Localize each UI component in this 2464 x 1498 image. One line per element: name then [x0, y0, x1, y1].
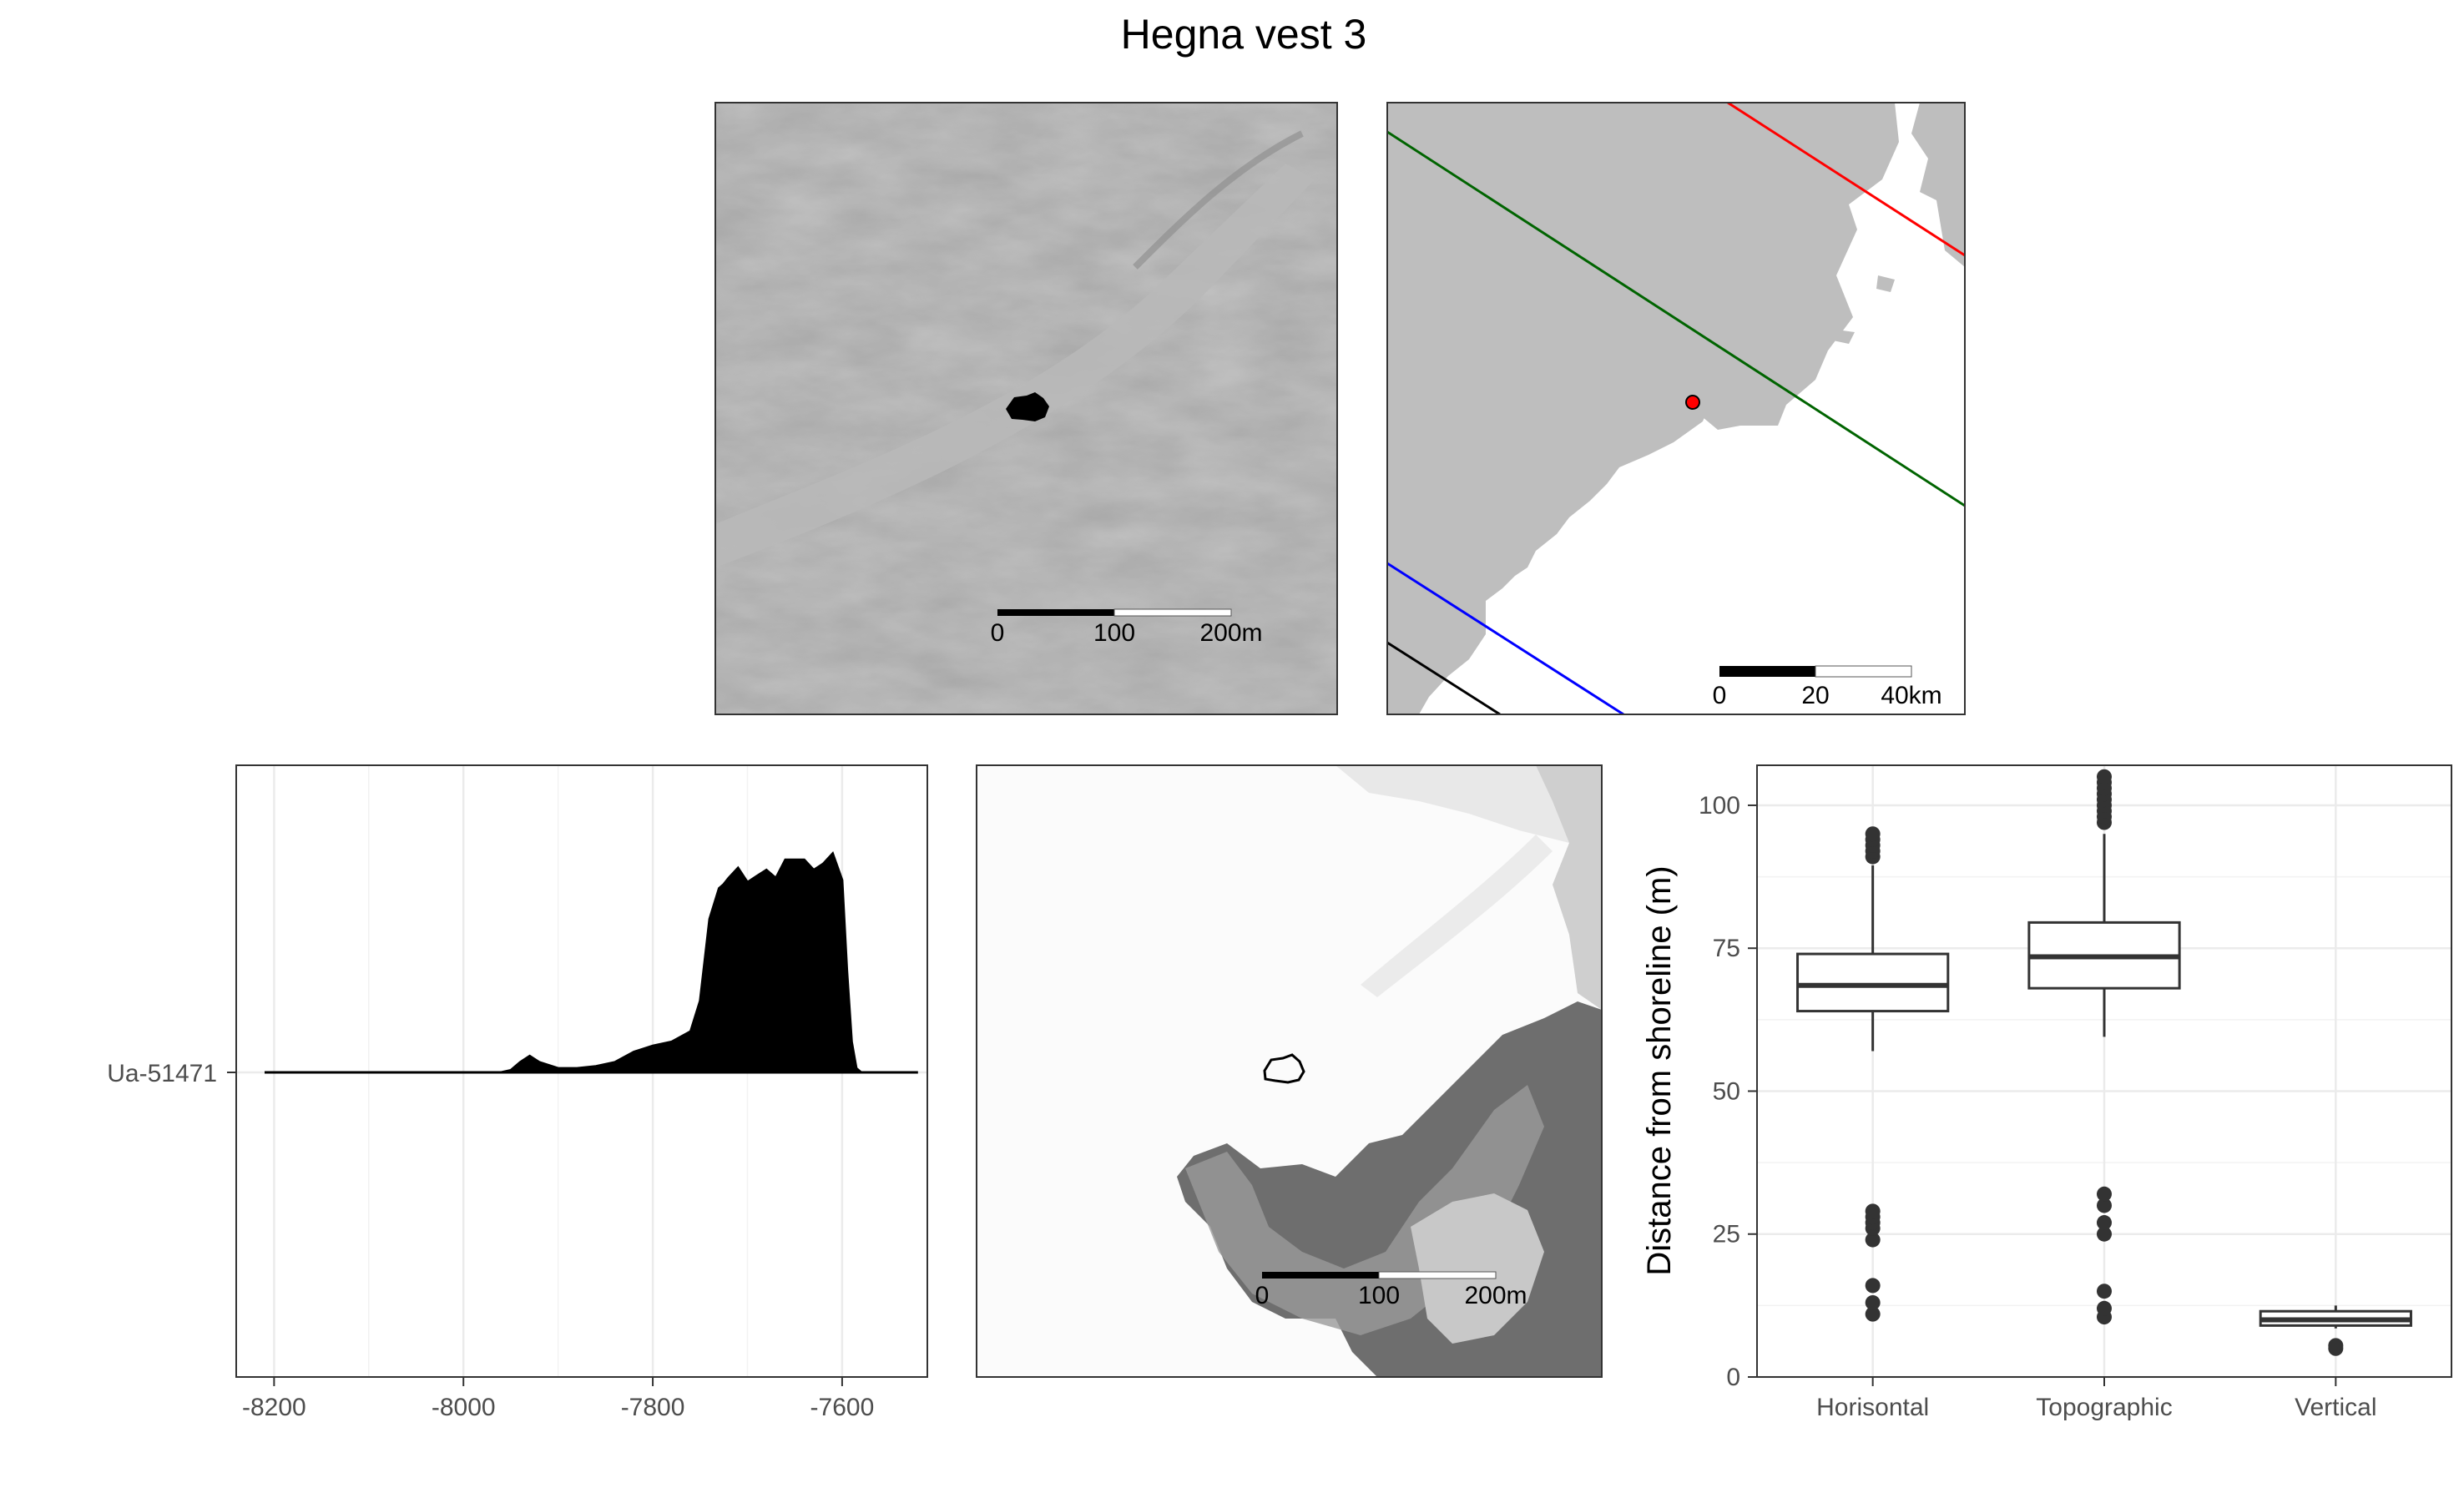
elevation-frame: [976, 764, 1603, 1378]
hillshade-flat-band: [715, 164, 1315, 567]
elevation-scalebar: 0 100 200m: [1255, 1271, 1527, 1309]
density-x-tick-label: -8000: [432, 1394, 496, 1421]
isobase-line-blue: [1387, 562, 1624, 714]
land-mass: [1387, 103, 1899, 714]
site-polygon: [1006, 392, 1049, 421]
boxplot-panel: 0 25 50 75 100 Horisontal Topographic Vertical…: [1641, 764, 2452, 1421]
box-outlier-point: [2097, 1284, 2112, 1299]
box-outlier-point: [1865, 1203, 1881, 1219]
box-outlier-point: [2097, 769, 2112, 784]
scalebar-label: 200m: [1199, 619, 1262, 647]
boxplot-x-tick-label: Topographic: [2036, 1394, 2172, 1421]
hillshade-map-panel: 0 100 200m: [714, 102, 1338, 715]
density-x-axis: -8200 -8000 -7800 -7600: [242, 1377, 874, 1421]
density-y-tick-label: Ua-51471: [107, 1060, 217, 1087]
box-outlier-point: [2097, 1186, 2112, 1202]
scalebar-label: 0: [991, 619, 1005, 647]
isobase-line-green: [1387, 130, 1965, 507]
hillshade-frame: [714, 102, 1338, 715]
density-x-tick-label: -8200: [242, 1394, 306, 1421]
boxplot-x-tick-label: Vertical: [2295, 1394, 2376, 1421]
isobase-line-black: [1387, 641, 1501, 714]
scalebar-label: 40km: [1881, 682, 1941, 709]
density-frame: [235, 764, 928, 1378]
box-outlier-point: [2328, 1338, 2344, 1354]
density-y-axis: Ua-51471: [107, 1060, 236, 1087]
figure-title: Hegna vest 3: [1121, 11, 1367, 58]
scalebar-label: 0: [1255, 1282, 1270, 1309]
site-marker: [1685, 395, 1700, 410]
box-outlier-point: [1865, 1306, 1881, 1322]
box-topographic: [2027, 769, 2181, 1325]
boxplot-y-tick-label: 25: [1713, 1221, 1740, 1248]
box-outlier-point: [1865, 1232, 1881, 1248]
overview-map-panel: 0 20 40km: [1386, 102, 1966, 715]
scalebar-label: 200m: [1464, 1282, 1527, 1309]
elevation-light-patch: [1411, 1193, 1544, 1344]
box-outlier-point: [2097, 1226, 2112, 1242]
boxplot-y-tick-label: 100: [1699, 792, 1740, 820]
elevation-upper-right: [1536, 765, 1602, 1010]
box-vertical: [2259, 1305, 2412, 1356]
box-outlier-point: [2097, 1215, 2112, 1231]
hillshade-ridge: [1133, 130, 1304, 270]
density-panel: -8200 -8000 -7800 -7600 Ua-51471: [107, 764, 928, 1421]
scalebar-label: 100: [1358, 1282, 1400, 1309]
elevation-high-top: [1336, 765, 1602, 843]
boxplot-y-axis-title: Distance from shoreline (m): [1641, 865, 1678, 1275]
overview-frame: [1386, 102, 1966, 715]
isobase-line-red: [1727, 103, 1965, 257]
site-outline: [1263, 1053, 1305, 1084]
density-x-tick-label: -7800: [621, 1394, 685, 1421]
elevation-map-panel: 0 100 200m: [976, 764, 1603, 1378]
hillshade-scalebar: 0 100 200m: [991, 608, 1263, 647]
box-outlier-point: [2097, 1198, 2112, 1213]
scalebar-label: 100: [1093, 619, 1135, 647]
boxplot-x-axis: Horisontal Topographic Vertical: [1816, 1377, 2377, 1421]
elevation-flat-band: [1361, 835, 1553, 997]
box-outlier-point: [1865, 1278, 1881, 1294]
scalebar-label: 0: [1713, 682, 1727, 709]
density-x-tick-label: -7600: [810, 1394, 875, 1421]
boxplot-y-tick-label: 50: [1713, 1077, 1740, 1105]
boxplot-y-axis: 0 25 50 75 100: [1699, 792, 1757, 1391]
box-outlier-point: [1865, 1294, 1881, 1310]
boxplot-y-tick-label: 75: [1713, 935, 1740, 962]
box-iqr: [1796, 952, 1950, 1013]
overview-scalebar: 0 20 40km: [1713, 665, 1942, 709]
scalebar-label: 20: [1801, 682, 1829, 709]
boxplot-y-tick-label: 0: [1726, 1364, 1740, 1391]
land-islands: [1833, 103, 1965, 344]
boxplot-x-tick-label: Horisontal: [1816, 1394, 1929, 1421]
boxplot-marks: [1796, 769, 2412, 1356]
box-outlier-point: [2097, 1300, 2112, 1316]
density-area: [265, 850, 918, 1074]
box-horisontal: [1796, 826, 1950, 1322]
box-outlier-point: [1865, 826, 1881, 842]
